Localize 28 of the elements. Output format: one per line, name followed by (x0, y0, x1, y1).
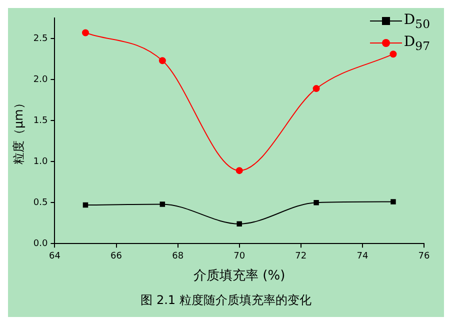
x-tick-label: 66 (110, 251, 122, 262)
y-axis-title: 粒度（μm） (11, 97, 26, 164)
caption: 图 2.1 粒度随介质填充率的变化 (140, 292, 312, 309)
legend-label: D$_{97}$ (404, 34, 430, 52)
y-tick-label: 2.0 (33, 74, 48, 85)
x-axis-title: 介质填充率 (%) (194, 268, 286, 284)
legend-label: D$_{50}$ (404, 12, 430, 30)
point (82, 29, 89, 36)
point (236, 221, 242, 227)
y-tick-label: 1.0 (33, 156, 48, 167)
point (236, 167, 243, 174)
x-tick-label: 70 (234, 251, 246, 262)
point (390, 199, 396, 204)
point (158, 57, 166, 64)
y-tick-label: 0.5 (33, 198, 48, 208)
x-tick-label: 68 (172, 251, 184, 262)
x-tick-label: 74 (356, 251, 368, 262)
x-tick-label: 72 (295, 251, 307, 262)
y-tick-label: 0.0 (33, 238, 48, 249)
x-tick-label: 64 (48, 251, 61, 262)
point (312, 85, 320, 92)
y-tick-label: 1.5 (33, 116, 48, 126)
y-tick-label: 2.5 (33, 34, 48, 44)
point (82, 202, 88, 208)
point (160, 202, 166, 207)
point (390, 50, 397, 58)
x-tick-label: 76 (418, 251, 430, 262)
point (314, 200, 319, 206)
